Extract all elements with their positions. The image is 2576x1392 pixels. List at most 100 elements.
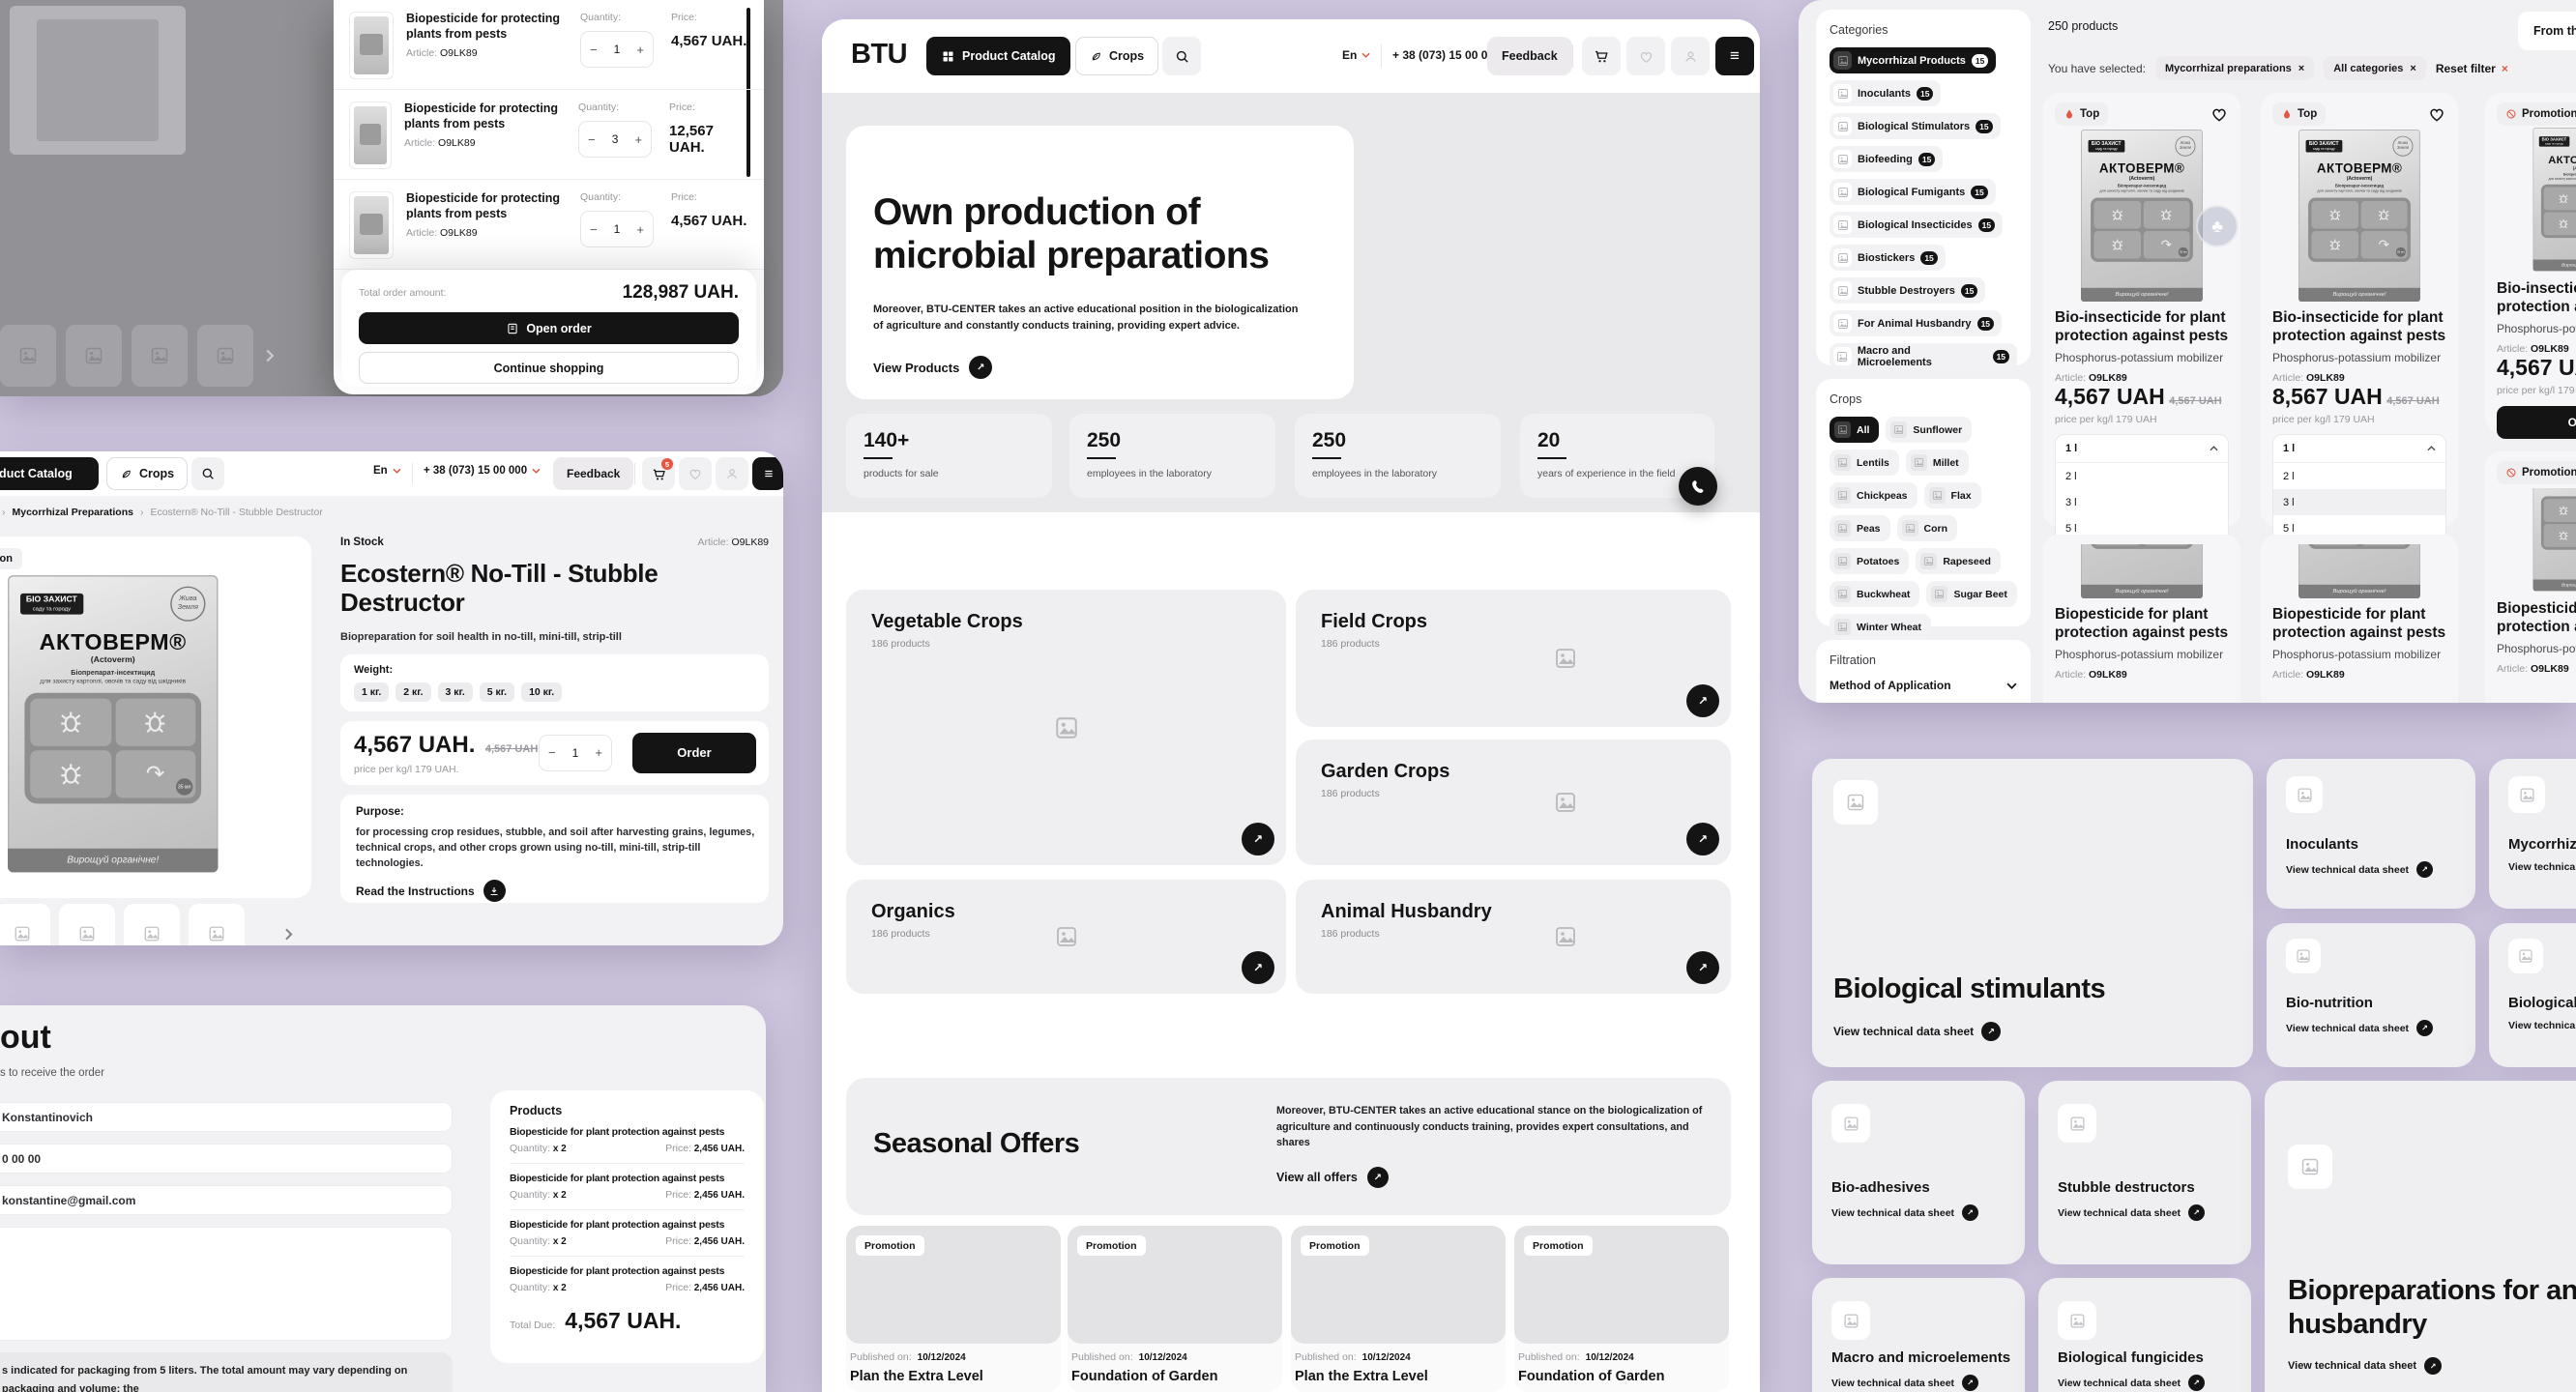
crop-filter[interactable]: Peas: [1830, 515, 1890, 541]
filter-method-of-application[interactable]: Method of Application: [1830, 679, 2017, 692]
decrease-button[interactable]: −: [548, 745, 556, 761]
filter-chip[interactable]: All categories ×: [2324, 56, 2426, 80]
tile-biological-fungicides[interactable]: Biological fungicides View technical dat…: [2038, 1278, 2251, 1392]
sort-button[interactable]: From the: [2518, 12, 2576, 50]
tile-mycorrhizal[interactable]: Mycorrhizal View technical data sheet: [2489, 759, 2576, 909]
category-card-garden[interactable]: Garden Crops 186 products ↗: [1296, 740, 1731, 865]
article-card[interactable]: Promotion Published on: 10/12/2024 Plan t…: [846, 1226, 1061, 1392]
arrow-button[interactable]: ↗: [1242, 951, 1274, 984]
sidebar-category[interactable]: Mycorrhizal Products 15: [1830, 47, 1997, 73]
decrease-button[interactable]: −: [590, 221, 598, 237]
chevron-right-icon[interactable]: [263, 349, 277, 362]
arrow-button[interactable]: ↗: [2416, 861, 2434, 878]
sidebar-category[interactable]: Biofeeding 15: [1830, 146, 1944, 172]
crop-filter[interactable]: Corn: [1896, 515, 1958, 541]
arrow-button[interactable]: ↗: [1686, 684, 1719, 717]
tile-link[interactable]: View technical data sheet: [2286, 863, 2410, 876]
tile-stubble-destructors[interactable]: Stubble destructors View technical data …: [2038, 1081, 2251, 1264]
crop-filter[interactable]: Lentils: [1830, 450, 1899, 476]
menu-button[interactable]: ≡: [752, 457, 783, 490]
tile-bio-adhesives[interactable]: Bio-adhesives View technical data sheet …: [1812, 1081, 2025, 1264]
tile-biological-stimulants[interactable]: Biological stimulants View technical dat…: [1812, 759, 2253, 1067]
tile-link[interactable]: View technical data sheet: [2058, 1206, 2181, 1219]
crop-filter[interactable]: Sunflower: [1886, 417, 1973, 443]
category-card-animal[interactable]: Animal Husbandry 186 products ↗: [1296, 880, 1731, 994]
product-card[interactable]: АКТОВЕРМ® ↷35 мл Вирощуй органічне! Biop…: [2043, 535, 2240, 703]
weight-option[interactable]: 5 кг.: [479, 682, 515, 702]
account-button[interactable]: [716, 457, 748, 490]
tile-biological-fungicides-right[interactable]: Biological fungicides View technical dat…: [2489, 923, 2576, 1067]
cart-button[interactable]: 5: [642, 457, 675, 490]
tile-link[interactable]: View technical data sheet: [2288, 1360, 2417, 1372]
sidebar-category[interactable]: Inoculants 15: [1830, 80, 1942, 106]
image-thumbnail[interactable]: [124, 904, 180, 945]
sidebar-category[interactable]: Biological Stimulators 15: [1830, 113, 2001, 139]
volume-option[interactable]: 5 l: [2283, 522, 2295, 535]
cart-button[interactable]: [1582, 37, 1621, 75]
weight-option[interactable]: 10 кг.: [521, 682, 563, 702]
open-order-button[interactable]: Open order: [359, 312, 739, 344]
sidebar-category[interactable]: For Animal Husbandry 15: [1830, 310, 2003, 336]
scrollbar[interactable]: [746, 8, 750, 177]
tile-link[interactable]: View technical data sheet: [1831, 1377, 1955, 1389]
order-button[interactable]: Order: [2497, 406, 2576, 440]
decrease-button[interactable]: −: [590, 42, 598, 57]
search-button[interactable]: [1162, 37, 1201, 75]
sidebar-category[interactable]: Stubble Destroyers 15: [1830, 277, 1986, 304]
arrow-button[interactable]: ↗: [1962, 1375, 1979, 1391]
decrease-button[interactable]: −: [588, 131, 596, 147]
increase-button[interactable]: +: [636, 42, 644, 57]
product-catalog-button[interactable]: Product Catalog: [0, 457, 99, 490]
reset-filter[interactable]: Reset filter ×: [2435, 61, 2508, 75]
order-button[interactable]: Order: [632, 732, 756, 773]
quantity-stepper[interactable]: −1 +: [539, 734, 612, 771]
download-button[interactable]: [483, 880, 506, 903]
tile-bio-nutrition[interactable]: Bio-nutrition View technical data sheet …: [2267, 923, 2475, 1067]
arrow-button[interactable]: ↗: [969, 356, 993, 379]
sidebar-category[interactable]: Biological Insecticides 15: [1830, 212, 2004, 238]
wishlist-button[interactable]: [679, 457, 712, 490]
image-thumbnail[interactable]: [59, 904, 115, 945]
weight-option[interactable]: 2 кг.: [395, 682, 431, 702]
arrow-button[interactable]: ↗: [2188, 1204, 2206, 1221]
heart-icon[interactable]: [2427, 104, 2446, 124]
crop-filter[interactable]: Potatoes: [1830, 548, 1910, 574]
product-catalog-button[interactable]: Product Catalog: [926, 37, 1070, 75]
continue-shopping-button[interactable]: Continue shopping: [359, 352, 739, 384]
article-card[interactable]: Promotion Published on: 10/12/2024 Founda…: [1514, 1226, 1729, 1392]
product-card[interactable]: АКТОВЕРМ® ↷35 мл Вирощуй органічне! Biop…: [2261, 535, 2458, 703]
tile-link[interactable]: View technical data sheet: [2508, 861, 2576, 873]
tile-link[interactable]: View technical data sheet: [2286, 1022, 2410, 1034]
view-all-offers-link[interactable]: View all offers: [1276, 1171, 1358, 1184]
volume-option[interactable]: 2 l: [2065, 470, 2077, 482]
arrow-button[interactable]: ↗: [1686, 951, 1719, 984]
image-thumbnail[interactable]: [0, 904, 50, 945]
volume-option[interactable]: 5 l: [2065, 522, 2077, 535]
breadcrumb-category[interactable]: Mycorrhizal Preparations: [12, 507, 133, 518]
sidebar-category[interactable]: Macro and Microelements 15: [1830, 343, 2017, 369]
phone-selector[interactable]: + 38 (073) 15 00 000: [1392, 48, 1514, 62]
chevron-right-icon[interactable]: [282, 928, 295, 941]
tile-link[interactable]: View technical data sheet: [2058, 1377, 2181, 1389]
product-card[interactable]: Promotion АКТОВЕРМ® ↷35 мл Вирощуй орган…: [2485, 451, 2576, 703]
volume-select[interactable]: 1 l 2 l 3 l 5 l: [2272, 434, 2446, 543]
account-button[interactable]: [1671, 37, 1710, 75]
comment-field[interactable]: [0, 1227, 453, 1341]
crop-filter[interactable]: Millet: [1905, 450, 1969, 476]
tile-link[interactable]: View technical data sheet: [1833, 1025, 1975, 1038]
crop-filter[interactable]: All: [1830, 417, 1880, 443]
crop-filter[interactable]: Flax: [1923, 482, 1981, 508]
read-instructions-link[interactable]: Read the Instructions: [356, 884, 475, 898]
phone-selector[interactable]: + 38 (073) 15 00 000: [424, 465, 541, 477]
arrow-button[interactable]: ↗: [1242, 823, 1274, 856]
feedback-button[interactable]: Feedback: [553, 457, 634, 490]
tile-link[interactable]: View technical data sheet: [2508, 1020, 2576, 1031]
heart-icon[interactable]: [2210, 104, 2229, 124]
quantity-stepper[interactable]: −1 +: [580, 211, 654, 247]
increase-button[interactable]: +: [636, 221, 644, 237]
arrow-button[interactable]: ↗: [2416, 1020, 2434, 1036]
arrow-button[interactable]: ↗: [1962, 1204, 1979, 1221]
category-card-organics[interactable]: Organics 186 products ↗: [846, 880, 1286, 994]
volume-option[interactable]: 3 l: [2273, 489, 2445, 516]
